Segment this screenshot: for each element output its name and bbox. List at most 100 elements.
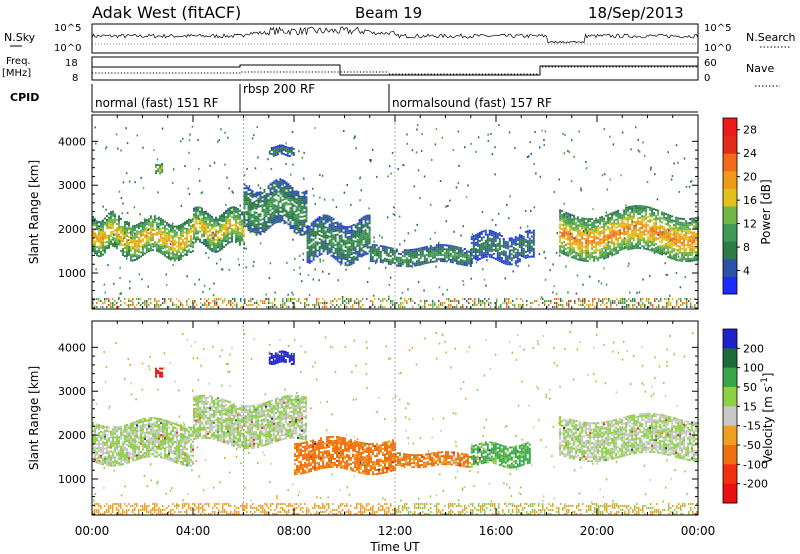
power-cell xyxy=(269,183,272,186)
power-cell xyxy=(334,225,337,228)
power-cell xyxy=(661,225,664,228)
power-cell xyxy=(209,244,211,247)
power-cell xyxy=(181,232,184,235)
power-cell xyxy=(118,237,120,240)
power-clutter xyxy=(432,304,434,306)
power-cell xyxy=(435,260,438,263)
power-cell xyxy=(595,221,598,224)
power-cell xyxy=(157,170,160,172)
power-cell xyxy=(334,257,337,260)
power-cell xyxy=(135,248,138,251)
power-cell xyxy=(189,231,192,234)
power-cell xyxy=(635,233,638,235)
power-cell xyxy=(237,212,239,215)
power-cell xyxy=(211,249,213,252)
power-cell xyxy=(255,231,258,234)
power-cell xyxy=(567,250,570,253)
power-noise xyxy=(312,194,315,197)
power-cell xyxy=(399,257,402,259)
power-cell xyxy=(649,220,652,223)
power-noise xyxy=(627,265,629,268)
power-cell xyxy=(295,222,298,225)
power-cell xyxy=(461,261,464,264)
power-cell xyxy=(219,249,221,252)
power-clutter xyxy=(370,306,372,308)
power-cell xyxy=(201,207,203,210)
power-cell xyxy=(605,252,608,255)
power-clutter xyxy=(362,298,364,300)
power-cell xyxy=(94,234,96,237)
power-cell xyxy=(185,246,188,248)
power-cell xyxy=(655,236,658,239)
power-cell xyxy=(239,227,241,230)
power-cell xyxy=(131,235,134,238)
power-cell xyxy=(609,249,612,252)
power-cell xyxy=(352,251,355,254)
power-cell xyxy=(599,244,602,247)
power-noise xyxy=(153,149,155,152)
power-cell xyxy=(139,231,142,234)
power-cell xyxy=(163,236,166,239)
power-cell xyxy=(215,242,217,245)
power-cell xyxy=(143,218,146,221)
power-cell xyxy=(358,251,361,254)
power-cell xyxy=(205,212,207,215)
power-cell xyxy=(281,199,284,202)
power-cell xyxy=(199,240,201,243)
power-cell xyxy=(283,194,286,197)
power-cell xyxy=(352,243,355,246)
power-cell xyxy=(569,221,572,224)
power-cell xyxy=(131,253,134,256)
power-clutter xyxy=(334,306,336,308)
power-clutter xyxy=(592,304,594,306)
power-clutter xyxy=(670,302,672,304)
power-cell xyxy=(243,213,245,216)
power-cell xyxy=(270,147,273,149)
power-cell xyxy=(225,232,227,235)
power-clutter xyxy=(346,306,348,308)
power-cell xyxy=(291,203,294,205)
power-cell xyxy=(567,242,570,245)
power-cell xyxy=(185,232,188,234)
power-cell xyxy=(124,255,126,258)
power-cell xyxy=(683,224,686,227)
power-cell xyxy=(671,227,674,230)
power-cell xyxy=(257,231,260,234)
power-clutter xyxy=(494,302,496,304)
power-cell xyxy=(635,225,638,227)
power-cell xyxy=(177,255,180,257)
power-cell xyxy=(496,242,499,245)
power-clutter xyxy=(666,298,668,300)
power-clutter xyxy=(614,302,616,304)
power-cell xyxy=(213,232,215,235)
power-cell xyxy=(366,244,369,247)
power-cell xyxy=(285,187,288,190)
power-clutter xyxy=(530,302,532,304)
power-cell xyxy=(340,262,343,265)
power-cell xyxy=(137,244,140,247)
power-cell xyxy=(205,242,207,245)
power-cell xyxy=(647,244,650,247)
power-cell xyxy=(92,230,94,232)
power-noise xyxy=(419,197,421,200)
power-clutter xyxy=(686,298,688,300)
power-cell xyxy=(474,258,477,260)
power-cell xyxy=(356,226,359,229)
power-cell xyxy=(563,251,566,253)
power-cell xyxy=(203,243,205,245)
power-cell xyxy=(116,235,118,238)
power-cell xyxy=(474,244,477,246)
power-cell xyxy=(685,248,688,251)
power-cell xyxy=(141,240,144,242)
power-cell xyxy=(532,247,535,250)
power-cell xyxy=(291,209,294,211)
power-cell xyxy=(375,260,378,263)
power-cell xyxy=(411,248,414,251)
power-cell xyxy=(667,231,670,234)
power-cell xyxy=(124,227,126,230)
power-cell xyxy=(286,146,289,149)
power-cell xyxy=(279,192,282,195)
power-clutter xyxy=(156,304,158,306)
power-cell xyxy=(427,247,430,250)
power-cell xyxy=(271,191,274,194)
